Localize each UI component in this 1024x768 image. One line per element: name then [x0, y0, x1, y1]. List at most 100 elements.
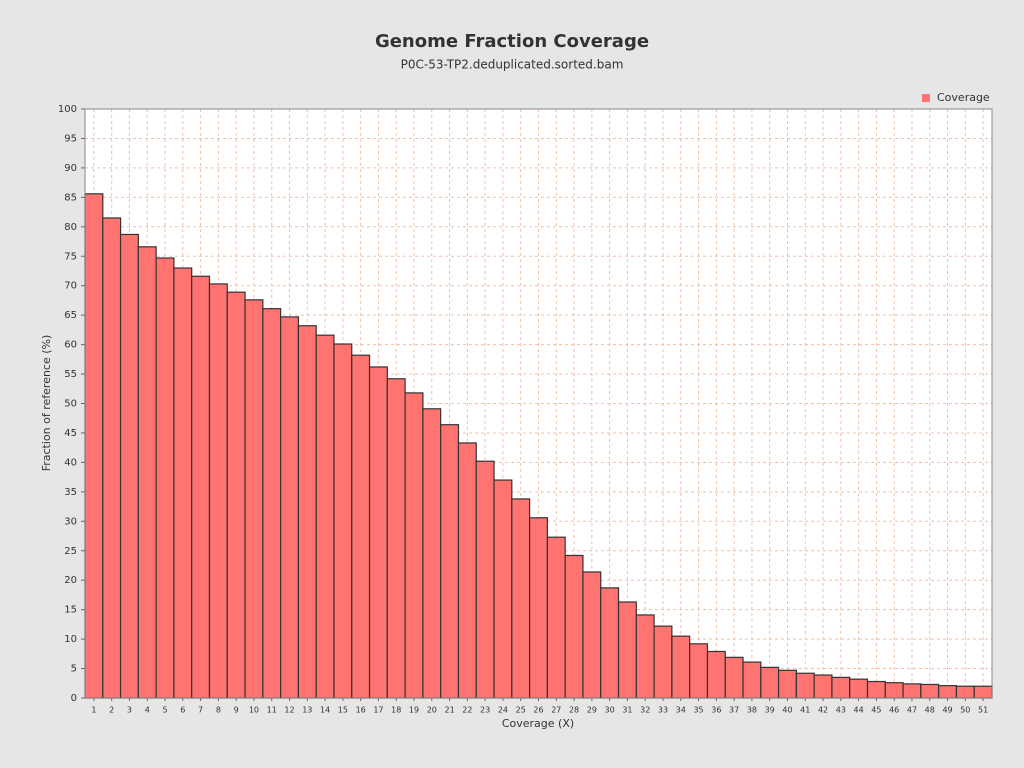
x-tick-label: 45 — [871, 706, 881, 715]
bar — [564, 554, 584, 699]
x-tick-label: 44 — [854, 706, 864, 715]
bar — [635, 614, 655, 699]
x-tick-label: 13 — [302, 706, 312, 715]
x-tick-label: 5 — [162, 706, 167, 715]
x-tick-label: 6 — [180, 706, 185, 715]
x-tick-label: 17 — [373, 706, 383, 715]
y-tick-label: 95 — [64, 133, 77, 144]
x-tick-label: 11 — [267, 706, 277, 715]
bar — [262, 308, 282, 699]
bar — [582, 571, 602, 699]
x-tick-label: 7 — [198, 706, 203, 715]
bar — [511, 498, 531, 699]
bar — [795, 672, 815, 699]
y-tick-label: 60 — [64, 340, 77, 351]
y-tick-label: 85 — [64, 192, 77, 203]
bar — [529, 517, 548, 699]
x-axis-label: Coverage (X) — [502, 717, 574, 730]
bar — [813, 674, 833, 699]
bar — [600, 587, 620, 699]
x-tick-label: 19 — [409, 706, 419, 715]
y-tick-label: 80 — [64, 222, 77, 233]
bar — [84, 193, 104, 699]
bar — [902, 683, 922, 699]
x-tick-label: 26 — [533, 706, 543, 715]
bar — [742, 661, 762, 699]
x-tick-label: 46 — [889, 706, 899, 715]
x-tick-label: 48 — [925, 706, 935, 715]
x-tick-label: 42 — [818, 706, 828, 715]
x-tick-label: 39 — [765, 706, 775, 715]
bar — [724, 656, 744, 699]
y-tick-label: 100 — [58, 104, 77, 115]
bar — [191, 275, 211, 699]
x-tick-label: 24 — [498, 706, 508, 715]
x-tick-label: 18 — [391, 706, 401, 715]
y-axis-label: Fraction of reference (%) — [40, 335, 53, 472]
y-tick-label: 5 — [71, 664, 77, 675]
x-tick-label: 25 — [516, 706, 526, 715]
bar — [706, 650, 726, 699]
x-tick-label: 50 — [960, 706, 970, 715]
y-tick-label: 35 — [64, 487, 77, 498]
bar — [368, 366, 388, 699]
x-tick-label: 21 — [444, 706, 454, 715]
x-tick-label: 36 — [711, 706, 721, 715]
bar — [244, 299, 264, 699]
y-tick-label: 90 — [64, 163, 77, 174]
bar — [333, 343, 353, 699]
x-tick-label: 20 — [427, 706, 437, 715]
bar — [440, 424, 460, 699]
plot-border — [84, 108, 993, 699]
bar — [137, 246, 157, 699]
x-tick-label: 49 — [942, 706, 952, 715]
y-tick-label: 20 — [64, 575, 77, 586]
bar — [920, 683, 940, 699]
bar — [973, 685, 993, 699]
bar — [831, 676, 851, 699]
x-tick-label: 15 — [338, 706, 348, 715]
bar — [777, 669, 797, 699]
y-tick-label: 40 — [64, 457, 77, 468]
bar — [386, 378, 406, 699]
y-tick-label: 45 — [64, 428, 77, 439]
bar — [617, 601, 637, 699]
y-tick-label: 70 — [64, 281, 77, 292]
x-tick-label: 40 — [782, 706, 792, 715]
bar — [422, 408, 442, 699]
bar — [280, 316, 300, 699]
bar — [546, 536, 566, 699]
x-tick-label: 23 — [480, 706, 490, 715]
x-tick-label: 9 — [234, 706, 239, 715]
bar — [653, 625, 673, 699]
chart-subtitle: P0C-53-TP2.deduplicated.sorted.bam — [401, 58, 624, 72]
x-tick-label: 30 — [605, 706, 615, 715]
y-tick-label: 30 — [64, 516, 77, 527]
x-tick-label: 35 — [693, 706, 703, 715]
x-tick-label: 41 — [800, 706, 810, 715]
bar — [671, 635, 691, 699]
bar — [404, 392, 424, 699]
bar — [475, 460, 495, 699]
y-tick-label: 0 — [71, 693, 77, 704]
x-tick-label: 33 — [658, 706, 668, 715]
bar — [119, 233, 139, 699]
x-tick-label: 37 — [729, 706, 739, 715]
x-tick-label: 10 — [249, 706, 259, 715]
y-tick-label: 65 — [64, 310, 77, 321]
x-tick-label: 29 — [587, 706, 597, 715]
bar — [173, 267, 193, 699]
bar — [955, 685, 975, 699]
x-tick-label: 51 — [978, 706, 988, 715]
y-tick-label: 10 — [64, 634, 77, 645]
x-tick-label: 32 — [640, 706, 650, 715]
bar — [208, 283, 228, 699]
y-tick-label: 50 — [64, 399, 77, 410]
y-tick-label: 25 — [64, 546, 77, 557]
x-tick-label: 28 — [569, 706, 579, 715]
bar — [938, 685, 958, 699]
x-tick-label: 3 — [127, 706, 132, 715]
x-tick-label: 2 — [109, 706, 114, 715]
y-tick-label: 15 — [64, 605, 77, 616]
